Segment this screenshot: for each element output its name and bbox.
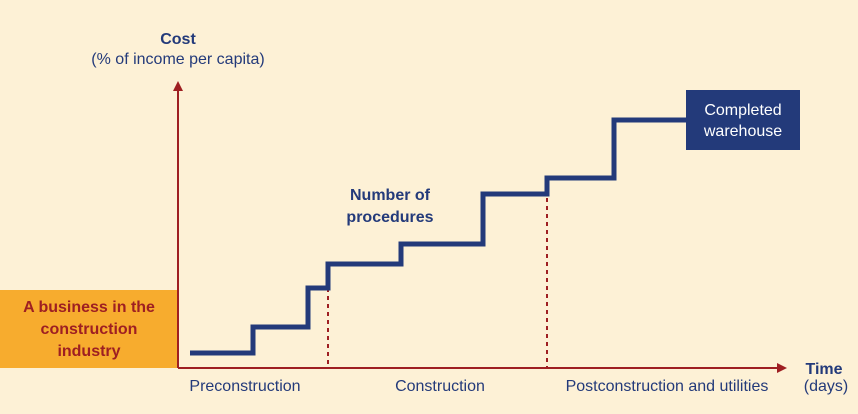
- start-box-text: industry: [57, 343, 120, 360]
- x-axis-title: Time: [805, 361, 842, 378]
- x-axis-subtitle: (days): [804, 378, 848, 395]
- phase-label: Construction: [395, 378, 485, 395]
- end-box: [686, 90, 800, 150]
- start-box-text: A business in the: [23, 299, 155, 316]
- start-box-text: construction: [41, 321, 138, 338]
- end-box-text: warehouse: [703, 123, 782, 140]
- y-axis-subtitle: (% of income per capita): [91, 51, 264, 68]
- start-box: [0, 290, 178, 368]
- y-axis-title: Cost: [160, 31, 196, 48]
- phase-label: Postconstruction and utilities: [566, 378, 769, 395]
- curve-label: Number of: [350, 187, 431, 204]
- phase-label: Preconstruction: [189, 378, 300, 395]
- step-line: [190, 117, 690, 356]
- end-box-text: Completed: [704, 102, 781, 119]
- curve-label: procedures: [346, 209, 433, 226]
